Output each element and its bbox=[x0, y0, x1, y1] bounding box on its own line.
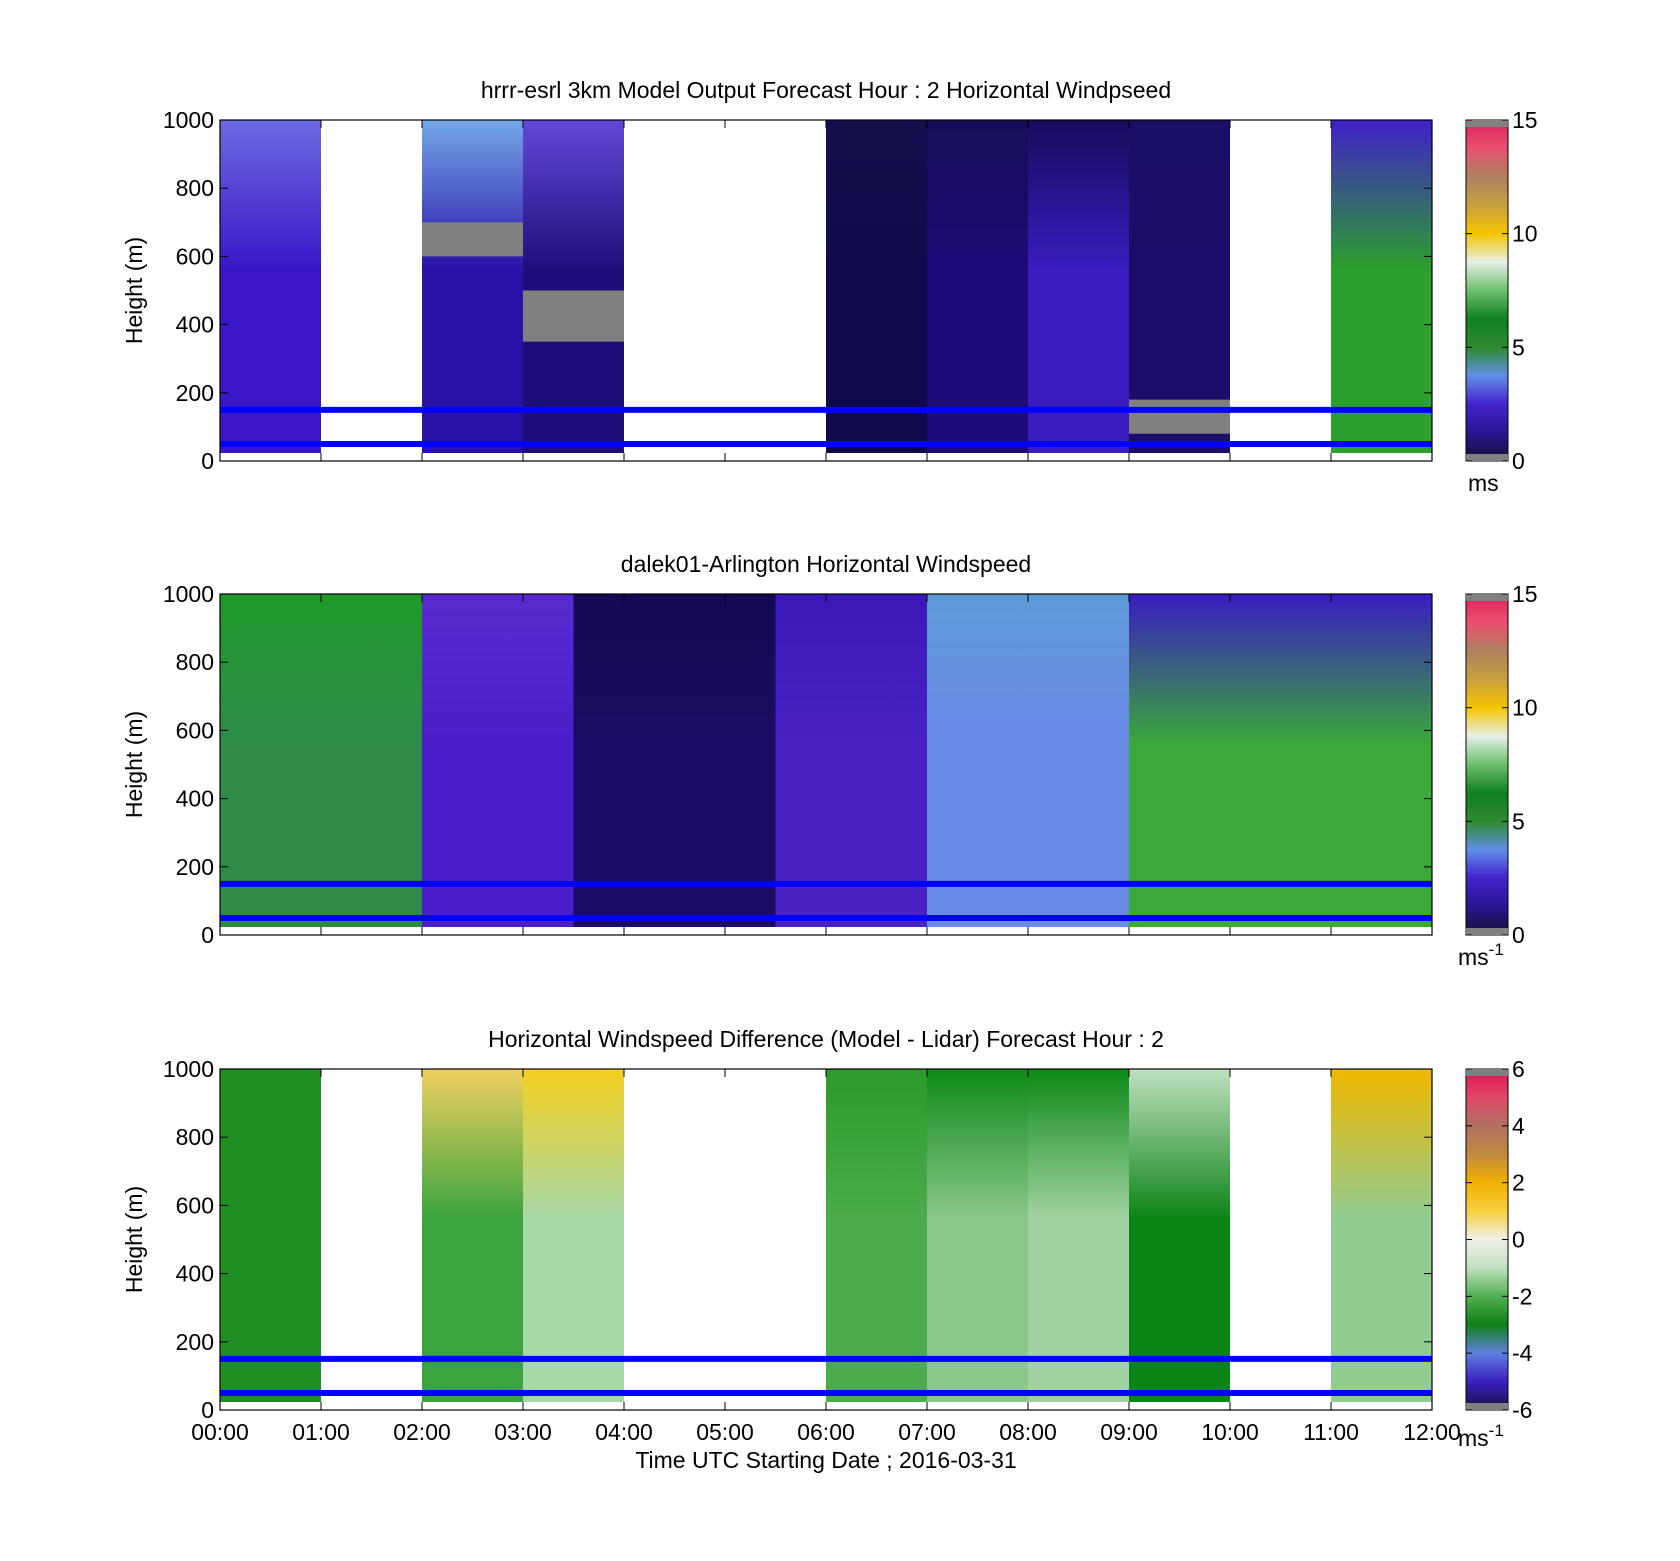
x-tick-label: 07:00 bbox=[898, 1419, 956, 1445]
y-tick-label: 600 bbox=[176, 243, 214, 269]
data-column bbox=[826, 120, 927, 453]
y-tick-label: 0 bbox=[201, 448, 214, 474]
data-column bbox=[826, 1069, 927, 1402]
colorbar-tick-label: 0 bbox=[1512, 922, 1525, 948]
x-tick-label: 12:00 bbox=[1403, 1419, 1461, 1445]
colorbar-tick-label: 2 bbox=[1512, 1170, 1525, 1196]
panel-1: hrrr-esrl 3km Model Output Forecast Hour… bbox=[121, 77, 1538, 496]
colorbar-units: ms-1 bbox=[1458, 1421, 1504, 1451]
x-tick-label: 00:00 bbox=[191, 1419, 249, 1445]
colorbar-tick-label: 6 bbox=[1512, 1056, 1525, 1082]
data-column bbox=[523, 1069, 624, 1402]
data-column bbox=[573, 594, 776, 927]
colorbar-units: ms-1 bbox=[1458, 940, 1504, 970]
colorbar bbox=[1465, 119, 1509, 462]
x-tick-label: 03:00 bbox=[494, 1419, 552, 1445]
colorbar-units-exponent: -1 bbox=[1489, 1421, 1504, 1440]
y-axis-label: Height (m) bbox=[121, 1186, 147, 1293]
y-tick-label: 400 bbox=[176, 312, 214, 338]
y-tick-label: 800 bbox=[176, 1124, 214, 1150]
y-tick-label: 0 bbox=[201, 922, 214, 948]
data-column bbox=[1331, 1069, 1432, 1402]
y-tick-label: 200 bbox=[176, 854, 214, 880]
y-tick-label: 800 bbox=[176, 175, 214, 201]
panel-title: dalek01-Arlington Horizontal Windspeed bbox=[621, 551, 1031, 577]
colorbar-tick-label: 10 bbox=[1512, 695, 1538, 721]
y-axis-label: Height (m) bbox=[121, 237, 147, 344]
panel-3: Horizontal Windspeed Difference (Model -… bbox=[121, 1026, 1533, 1451]
y-tick-label: 200 bbox=[176, 380, 214, 406]
missing-data-cell bbox=[523, 290, 624, 342]
y-tick-label: 1000 bbox=[163, 1056, 214, 1082]
x-tick-label: 04:00 bbox=[595, 1419, 653, 1445]
y-tick-label: 200 bbox=[176, 1329, 214, 1355]
x-tick-label: 08:00 bbox=[999, 1419, 1057, 1445]
colorbar-units: ms bbox=[1468, 470, 1499, 496]
x-tick-label: 01:00 bbox=[292, 1419, 350, 1445]
data-column bbox=[1129, 1069, 1230, 1402]
missing-data-cell bbox=[1129, 399, 1230, 434]
panel-title: Horizontal Windspeed Difference (Model -… bbox=[488, 1026, 1164, 1052]
x-tick-label: 09:00 bbox=[1100, 1419, 1158, 1445]
colorbar-tick-label: 0 bbox=[1512, 1227, 1525, 1253]
data-column bbox=[523, 120, 624, 453]
colorbar-underflow bbox=[1466, 1403, 1508, 1410]
data-column bbox=[1028, 1069, 1129, 1402]
data-column bbox=[422, 594, 574, 927]
colorbar-tick-label: 0 bbox=[1512, 448, 1525, 474]
data-column bbox=[220, 1069, 321, 1402]
y-tick-label: 1000 bbox=[163, 581, 214, 607]
y-tick-label: 1000 bbox=[163, 107, 214, 133]
data-column bbox=[927, 120, 1028, 453]
x-axis-label: Time UTC Starting Date ; 2016-03-31 bbox=[635, 1447, 1016, 1473]
y-tick-label: 400 bbox=[176, 786, 214, 812]
colorbar-overflow bbox=[1466, 1069, 1508, 1076]
x-tick-label: 02:00 bbox=[393, 1419, 451, 1445]
y-tick-label: 600 bbox=[176, 1192, 214, 1218]
colorbar-overflow bbox=[1466, 120, 1508, 127]
colorbar-tick-label: 5 bbox=[1512, 334, 1525, 360]
data-column bbox=[220, 594, 422, 927]
y-tick-label: 800 bbox=[176, 649, 214, 675]
x-tick-label: 06:00 bbox=[797, 1419, 855, 1445]
colorbar-underflow bbox=[1466, 928, 1508, 935]
colorbar-tick-label: 5 bbox=[1512, 808, 1525, 834]
y-tick-label: 0 bbox=[201, 1397, 214, 1423]
colorbar-overflow bbox=[1466, 594, 1508, 601]
x-tick-label: 11:00 bbox=[1303, 1419, 1359, 1445]
colorbar-units-exponent: -1 bbox=[1489, 940, 1504, 959]
data-column bbox=[927, 594, 1129, 927]
colorbar-underflow bbox=[1466, 454, 1508, 461]
colorbar-tick-label: 15 bbox=[1512, 581, 1538, 607]
x-tick-label: 10:00 bbox=[1201, 1419, 1259, 1445]
colorbar-tick-label: 4 bbox=[1512, 1113, 1525, 1139]
data-column bbox=[220, 120, 321, 453]
panel-title: hrrr-esrl 3km Model Output Forecast Hour… bbox=[481, 77, 1171, 103]
x-tick-label: 05:00 bbox=[696, 1419, 754, 1445]
data-column bbox=[422, 120, 523, 453]
missing-data-cell bbox=[422, 222, 523, 257]
data-column bbox=[927, 1069, 1028, 1402]
colorbar bbox=[1465, 1068, 1509, 1411]
data-column bbox=[1028, 120, 1129, 453]
colorbar-tick-label: -6 bbox=[1512, 1397, 1532, 1423]
y-tick-label: 400 bbox=[176, 1261, 214, 1287]
data-column bbox=[775, 594, 927, 927]
data-column bbox=[1331, 120, 1432, 453]
data-column bbox=[1129, 120, 1230, 453]
data-column bbox=[422, 1069, 523, 1402]
y-axis-label: Height (m) bbox=[121, 711, 147, 818]
colorbar bbox=[1465, 593, 1509, 936]
colorbar-tick-label: 15 bbox=[1512, 107, 1538, 133]
panel-2: dalek01-Arlington Horizontal Windspeed 0 2… bbox=[121, 551, 1538, 970]
colorbar-tick-label: -4 bbox=[1512, 1340, 1533, 1366]
colorbar-tick-label: 10 bbox=[1512, 221, 1538, 247]
data-column bbox=[1129, 594, 1432, 927]
y-tick-label: 600 bbox=[176, 717, 214, 743]
colorbar-tick-label: -2 bbox=[1512, 1283, 1532, 1309]
